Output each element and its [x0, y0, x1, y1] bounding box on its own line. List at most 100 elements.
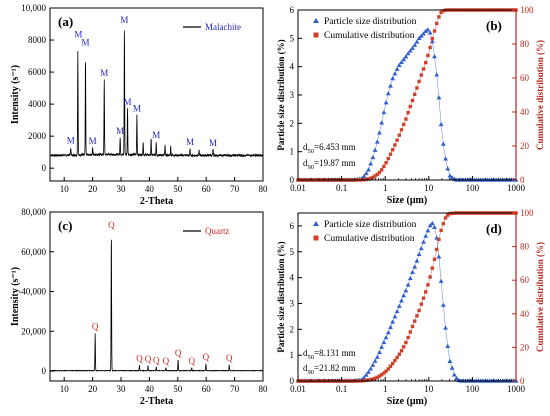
cum-marker — [384, 369, 388, 373]
y2-tick-label: 40 — [520, 309, 530, 319]
cum-marker — [408, 104, 413, 109]
cum-marker — [401, 122, 406, 127]
panel-b-particle-size: 0.01 0.1 1 10 100 10000123456020406080100Size… — [276, 5, 545, 206]
cum-marker — [395, 355, 399, 360]
psd-marker — [385, 91, 391, 96]
y-tick-label: 2 — [290, 118, 295, 128]
d-value-annotation: d90=21.82 mm — [303, 363, 356, 376]
cum-marker — [382, 371, 386, 375]
cum-marker — [439, 228, 443, 232]
y-tick-label: 6 — [290, 5, 295, 15]
x-tick-label: 70 — [230, 184, 240, 194]
x-tick-label: 40 — [145, 184, 155, 194]
d-value: =6.453 mm — [314, 142, 356, 152]
cum-marker — [390, 361, 395, 366]
psd-marker — [370, 154, 376, 160]
psd-marker — [440, 302, 446, 307]
cum-marker — [428, 45, 432, 50]
cum-marker — [399, 128, 404, 132]
x-axis-label: Size (μm) — [387, 195, 427, 206]
x-tick-label: 100 — [466, 183, 480, 193]
psd-marker — [425, 228, 431, 233]
cum-marker — [390, 148, 395, 152]
x-axis-label: 2-Theta — [140, 396, 173, 407]
cum-marker — [421, 296, 426, 300]
x-tick-label: 80 — [259, 184, 269, 194]
cum-marker — [415, 314, 419, 318]
cum-marker — [368, 176, 373, 180]
psd-marker — [421, 31, 426, 36]
xrd-trace — [49, 239, 264, 372]
cum-marker — [443, 216, 448, 220]
y-tick-label: 40,000 — [21, 287, 46, 297]
xrd-trace — [49, 30, 264, 158]
psd-marker — [363, 372, 369, 377]
y-tick-label: 4 — [290, 62, 295, 72]
psd-marker — [374, 139, 380, 144]
d-value: =21.82 mm — [314, 363, 356, 373]
cum-marker — [410, 324, 415, 329]
y2-tick-label: 40 — [520, 107, 530, 117]
cum-marker — [441, 9, 446, 13]
y-tick-label: 60,000 — [21, 247, 46, 257]
cum-marker — [382, 164, 386, 169]
y-tick-label: 0 — [42, 366, 47, 376]
cum-marker — [424, 60, 428, 65]
psd-marker — [434, 72, 440, 77]
peak-label: Q — [136, 353, 143, 363]
cum-marker — [388, 152, 393, 156]
psd-marker — [377, 349, 382, 355]
y2-tick-label: 60 — [520, 73, 530, 83]
legend-label: Particle size distribution — [324, 17, 417, 27]
cum-marker — [386, 367, 390, 371]
panel-label: (d) — [486, 221, 502, 236]
y-tick-label: 20,000 — [21, 326, 46, 336]
y-tick-label: 6000 — [28, 67, 47, 77]
psd-marker — [383, 335, 389, 340]
psd-marker — [394, 66, 400, 71]
y-axis-label: Intensity (s⁻¹) — [10, 267, 21, 326]
peak-label: Q — [145, 354, 152, 364]
psd-marker — [383, 100, 389, 105]
x-tick-label: 0.1 — [336, 183, 347, 193]
x-tick-label: 1 — [383, 183, 388, 193]
y-axis-label: Particle size distribution (%) — [276, 39, 286, 150]
cum-marker — [404, 340, 408, 345]
psd-marker — [390, 319, 396, 324]
psd-marker — [414, 39, 420, 44]
cum-marker — [406, 110, 410, 115]
y2-tick-label: 100 — [520, 5, 534, 15]
psd-marker — [447, 173, 453, 178]
y-axis-label: Intensity (s⁻¹) — [10, 65, 21, 124]
psd-marker — [388, 324, 393, 330]
y2-axis-label: Cumulative distribution (%) — [535, 242, 545, 352]
psd-marker — [451, 372, 457, 377]
cum-marker — [408, 330, 413, 334]
psd-marker — [443, 325, 448, 330]
psd-marker — [438, 121, 444, 127]
y-tick-label: 3 — [290, 298, 295, 308]
psd-marker — [412, 42, 418, 47]
psd-marker — [436, 95, 442, 100]
psd-marker — [381, 339, 387, 345]
psd-marker — [379, 120, 385, 125]
d-value-annotation: d90=19.87 mm — [303, 158, 356, 171]
y-tick-label: 0 — [290, 376, 295, 386]
cum-marker — [430, 266, 435, 270]
y-tick-label: 5 — [290, 33, 295, 43]
psd-marker — [377, 130, 382, 135]
psd-marker — [418, 245, 424, 251]
y-axis-label: Particle size distribution (%) — [276, 241, 286, 352]
cum-marker — [432, 257, 437, 261]
x-tick-label: 70 — [230, 384, 240, 394]
psd-marker — [429, 39, 435, 44]
peak-label: Q — [153, 355, 160, 365]
psd-marker — [363, 170, 369, 176]
psd-marker — [392, 314, 398, 319]
x-tick-label: 0.1 — [336, 384, 347, 394]
psd-marker — [374, 354, 380, 359]
d-value: =19.87 mm — [314, 158, 356, 168]
psd-marker — [432, 224, 437, 229]
d-symbol: d — [303, 142, 308, 152]
